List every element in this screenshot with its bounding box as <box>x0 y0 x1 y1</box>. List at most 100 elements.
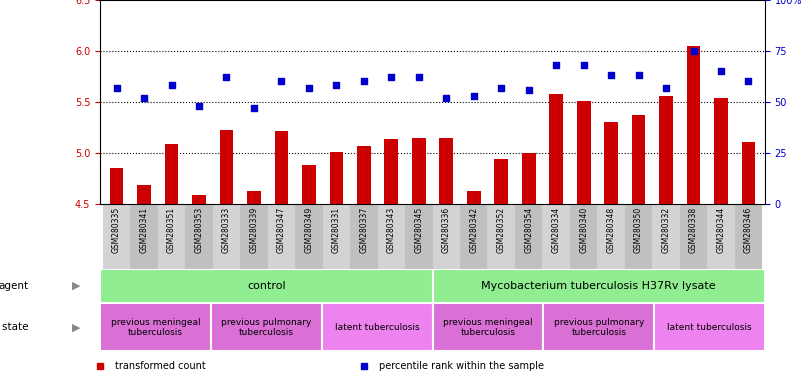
Bar <box>515 204 542 269</box>
Text: GSM280343: GSM280343 <box>387 207 396 253</box>
Bar <box>275 131 288 204</box>
Bar <box>680 204 707 269</box>
Point <box>440 94 453 101</box>
Text: disease state: disease state <box>0 322 28 333</box>
Text: GSM280350: GSM280350 <box>634 207 643 253</box>
Text: latent tuberculosis: latent tuberculosis <box>667 323 752 332</box>
Bar <box>412 138 425 204</box>
Bar <box>467 191 481 204</box>
Bar <box>357 146 371 204</box>
Bar <box>742 142 755 204</box>
Text: GSM280339: GSM280339 <box>249 207 259 253</box>
Bar <box>192 195 206 204</box>
Bar <box>268 204 296 269</box>
Point <box>357 78 370 84</box>
Point <box>660 84 673 91</box>
Bar <box>735 204 763 269</box>
Bar <box>460 204 488 269</box>
Point <box>413 74 425 80</box>
Text: GSM280349: GSM280349 <box>304 207 313 253</box>
Text: GSM280342: GSM280342 <box>469 207 478 253</box>
Bar <box>654 303 765 351</box>
Text: GSM280341: GSM280341 <box>139 207 148 253</box>
Text: percentile rank within the sample: percentile rank within the sample <box>379 361 544 371</box>
Bar <box>632 115 646 204</box>
Text: GSM280337: GSM280337 <box>360 207 368 253</box>
Point <box>111 84 123 91</box>
Bar <box>488 204 515 269</box>
Bar <box>323 204 350 269</box>
Point <box>632 72 645 78</box>
Point <box>467 93 480 99</box>
Bar <box>570 204 598 269</box>
Text: GSM280333: GSM280333 <box>222 207 231 253</box>
Bar <box>165 144 179 204</box>
Bar <box>296 204 323 269</box>
Bar <box>542 204 570 269</box>
Point <box>303 84 316 91</box>
Text: GSM280351: GSM280351 <box>167 207 176 253</box>
Bar <box>543 303 654 351</box>
Bar <box>350 204 377 269</box>
Text: Mycobacterium tuberculosis H37Rv lysate: Mycobacterium tuberculosis H37Rv lysate <box>481 281 716 291</box>
Point <box>605 72 618 78</box>
Bar <box>302 165 316 204</box>
Text: GSM280352: GSM280352 <box>497 207 505 253</box>
Bar <box>103 204 131 269</box>
Text: ▶: ▶ <box>71 322 80 333</box>
Point <box>138 94 151 101</box>
Point <box>165 83 178 89</box>
Point <box>248 105 260 111</box>
Point <box>330 83 343 89</box>
Text: ▶: ▶ <box>71 281 80 291</box>
Text: control: control <box>247 281 286 291</box>
Text: agent: agent <box>0 281 28 291</box>
Text: previous meningeal
tuberculosis: previous meningeal tuberculosis <box>111 318 200 337</box>
Bar <box>440 138 453 204</box>
Bar <box>185 204 213 269</box>
Point <box>687 48 700 54</box>
Bar <box>521 152 536 204</box>
Point <box>714 68 727 74</box>
Bar <box>100 269 433 303</box>
Bar <box>110 168 123 204</box>
Text: GSM280338: GSM280338 <box>689 207 698 253</box>
Point <box>385 74 398 80</box>
Bar <box>219 130 233 204</box>
Text: GSM280354: GSM280354 <box>524 207 533 253</box>
Bar <box>137 185 151 204</box>
Point <box>495 84 508 91</box>
Point <box>578 62 590 68</box>
Bar <box>158 204 185 269</box>
Text: previous pulmonary
tuberculosis: previous pulmonary tuberculosis <box>221 318 312 337</box>
Point <box>742 78 755 84</box>
Text: GSM280336: GSM280336 <box>442 207 451 253</box>
Bar <box>213 204 240 269</box>
Bar <box>625 204 652 269</box>
Text: latent tuberculosis: latent tuberculosis <box>335 323 420 332</box>
Bar <box>384 139 398 204</box>
Bar <box>652 204 680 269</box>
Text: GSM280331: GSM280331 <box>332 207 341 253</box>
Bar <box>598 204 625 269</box>
Bar <box>707 204 735 269</box>
Bar <box>240 204 268 269</box>
Text: previous meningeal
tuberculosis: previous meningeal tuberculosis <box>443 318 533 337</box>
Text: GSM280335: GSM280335 <box>112 207 121 253</box>
Text: transformed count: transformed count <box>115 361 205 371</box>
Text: GSM280353: GSM280353 <box>195 207 203 253</box>
Bar <box>604 122 618 204</box>
Point <box>522 86 535 93</box>
Bar <box>659 96 673 204</box>
Bar <box>577 101 590 204</box>
Point <box>192 103 205 109</box>
Bar <box>329 152 344 204</box>
Bar <box>433 204 460 269</box>
Text: GSM280344: GSM280344 <box>717 207 726 253</box>
Bar <box>549 94 563 204</box>
Text: GSM280340: GSM280340 <box>579 207 588 253</box>
Bar <box>211 303 322 351</box>
Bar <box>494 159 508 204</box>
Text: GSM280346: GSM280346 <box>744 207 753 253</box>
Bar <box>247 191 261 204</box>
